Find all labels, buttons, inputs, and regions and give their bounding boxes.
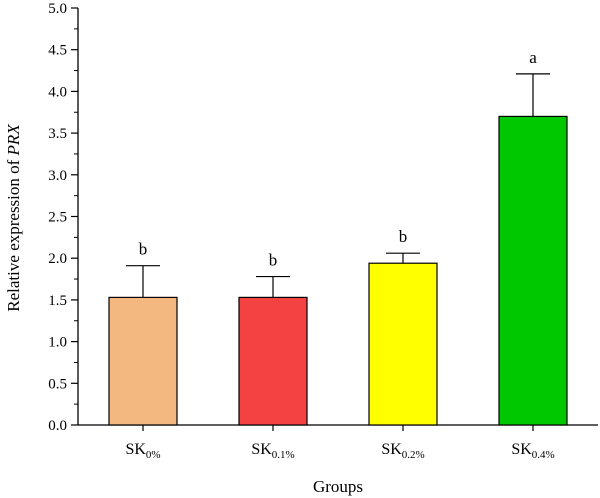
x-tick-label-subscript: 0.4% xyxy=(532,449,555,461)
x-tick-label: SK0% xyxy=(125,441,160,461)
x-tick-label: SK0.4% xyxy=(511,441,554,461)
x-tick-label: SK0.1% xyxy=(251,441,294,461)
x-tick-label-base: SK xyxy=(125,441,146,458)
x-tick-label-base: SK xyxy=(511,441,532,458)
y-tick-label: 3.5 xyxy=(48,126,67,142)
x-tick-label-subscript: 0.2% xyxy=(402,449,425,461)
y-tick-label: 2.5 xyxy=(48,210,67,226)
y-tick-label: 4.0 xyxy=(48,84,67,100)
x-tick-label-base: SK xyxy=(251,441,272,458)
bar xyxy=(498,115,568,426)
x-axis-title: Groups xyxy=(313,477,363,496)
y-axis-title-gene: PRX xyxy=(4,124,23,157)
y-tick-label: 2.0 xyxy=(48,251,67,267)
y-tick-label: 0.5 xyxy=(48,376,67,392)
significance-label: a xyxy=(529,48,537,67)
x-tick-label-base: SK xyxy=(381,441,402,458)
plot-area: 0.00.51.01.52.02.53.03.54.04.55.0bSK0%bS… xyxy=(48,1,598,461)
x-tick-label: SK0.2% xyxy=(381,441,424,461)
y-tick-label: 4.5 xyxy=(48,43,67,59)
y-tick-label: 1.0 xyxy=(48,335,67,351)
x-tick-label-subscript: 0% xyxy=(146,449,161,461)
bar xyxy=(238,296,308,426)
significance-label: b xyxy=(139,240,148,259)
y-tick-label: 0.0 xyxy=(48,418,67,434)
y-tick-label: 1.5 xyxy=(48,293,67,309)
y-axis-title-prefix: Relative expression of xyxy=(4,155,23,311)
y-tick-label: 3.0 xyxy=(48,168,67,184)
bar xyxy=(108,296,178,426)
significance-label: b xyxy=(399,227,408,246)
bar xyxy=(368,262,438,426)
significance-label: b xyxy=(269,251,278,270)
x-tick-label-subscript: 0.1% xyxy=(272,449,295,461)
y-tick-label: 5.0 xyxy=(48,1,67,17)
y-axis-title: Relative expression of PRX xyxy=(4,124,23,312)
